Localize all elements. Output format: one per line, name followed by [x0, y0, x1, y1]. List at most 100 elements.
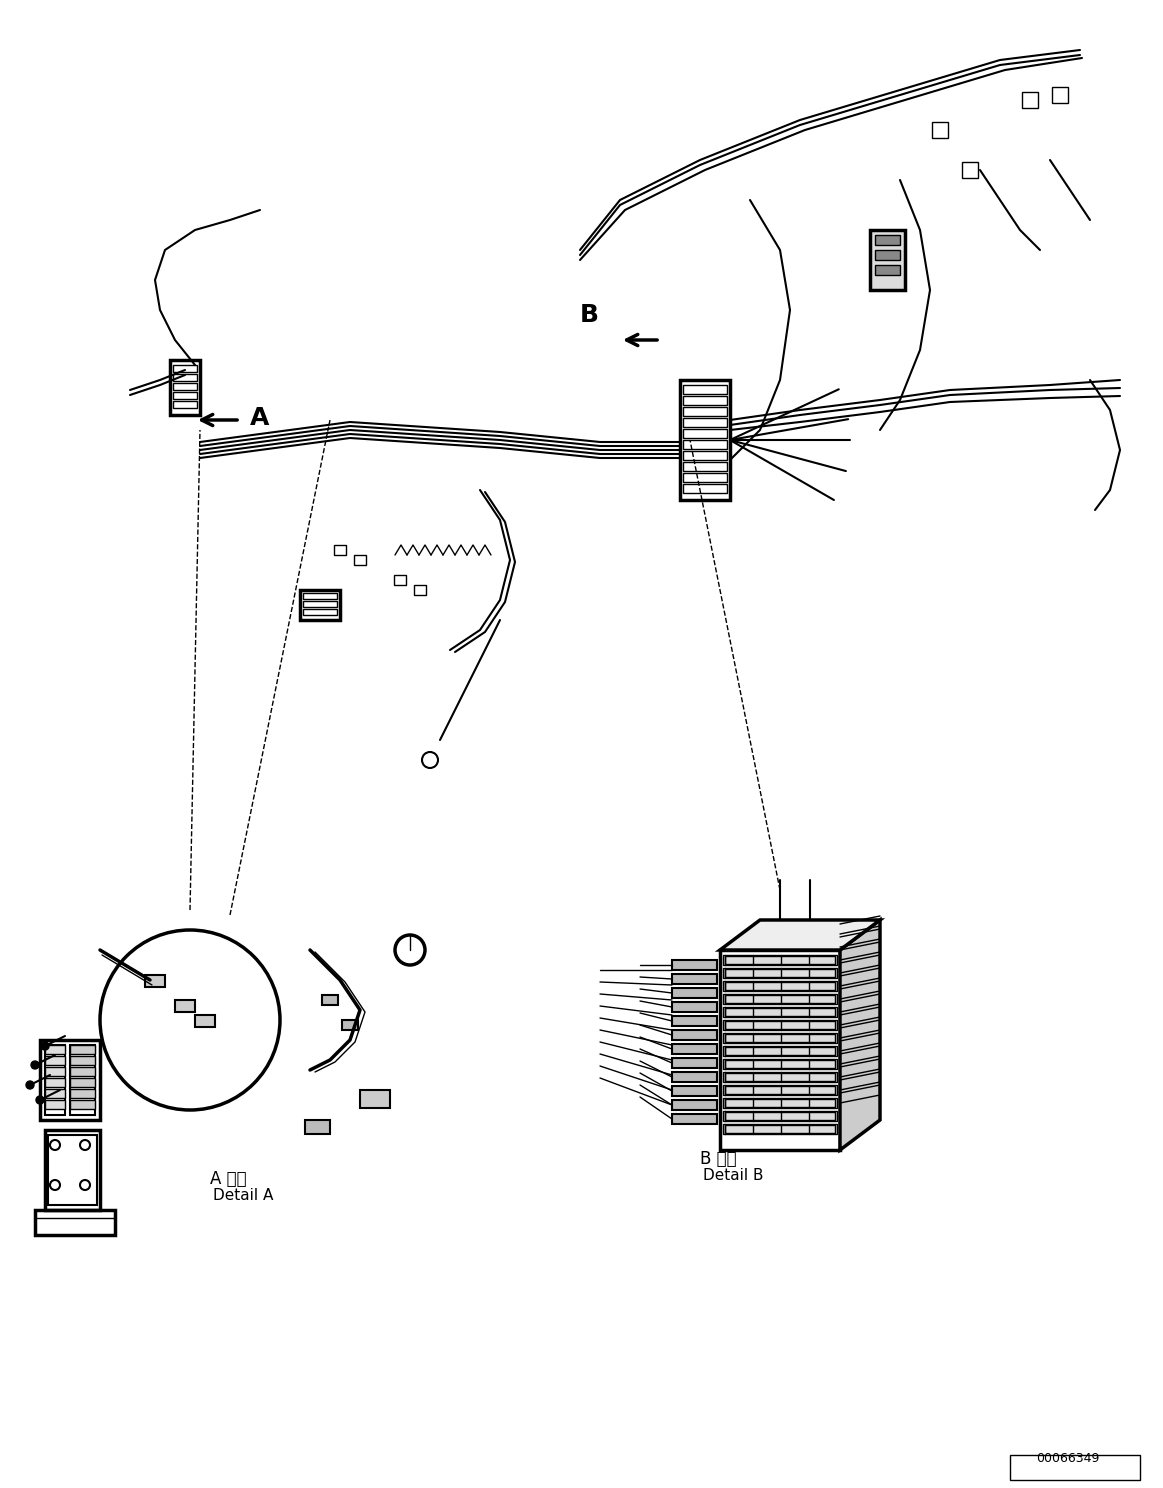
Bar [725, 1021, 835, 1030]
Bar [725, 982, 835, 990]
Bar [725, 1007, 835, 1016]
Bar [414, 585, 426, 595]
Bar [875, 235, 900, 246]
Bar [723, 1098, 837, 1109]
Bar [672, 1115, 718, 1123]
Bar [683, 473, 727, 482]
Bar [672, 1001, 718, 1012]
Bar [70, 1045, 95, 1054]
Circle shape [26, 1080, 34, 1089]
Bar [1053, 86, 1068, 103]
Bar [725, 1112, 835, 1120]
Bar [723, 1112, 837, 1120]
Text: A 詳細: A 詳細 [211, 1170, 247, 1187]
Bar [322, 995, 338, 1004]
Bar [672, 1100, 718, 1110]
Bar [45, 1045, 65, 1054]
Bar [723, 1059, 837, 1068]
Bar [672, 960, 718, 970]
Text: B: B [580, 304, 599, 327]
Bar [173, 365, 197, 372]
Bar [361, 1091, 390, 1109]
Bar [723, 969, 837, 978]
Bar [723, 1007, 837, 1016]
Bar [40, 1040, 100, 1120]
Text: Detail A: Detail A [213, 1187, 273, 1202]
Text: Detail B: Detail B [702, 1168, 763, 1183]
Bar [48, 1135, 97, 1205]
Bar [683, 408, 727, 417]
Bar [683, 484, 727, 493]
Text: A: A [250, 406, 270, 430]
Bar [300, 591, 340, 620]
Bar [70, 1056, 95, 1065]
Bar [725, 1100, 835, 1107]
Bar [304, 609, 337, 615]
Circle shape [36, 1097, 44, 1104]
Bar [1022, 92, 1039, 109]
Bar [683, 396, 727, 405]
Bar [354, 555, 366, 565]
Bar [35, 1210, 115, 1235]
Bar [70, 1100, 95, 1109]
Text: 00066349: 00066349 [1036, 1452, 1100, 1466]
Bar [725, 1073, 835, 1080]
Bar [70, 1089, 95, 1098]
Bar [725, 1086, 835, 1094]
Bar [173, 382, 197, 390]
Bar [394, 574, 406, 585]
Bar [932, 122, 948, 138]
Bar [70, 1067, 95, 1076]
Circle shape [41, 1042, 49, 1051]
Polygon shape [840, 920, 880, 1150]
Bar [723, 1033, 837, 1043]
Bar [672, 1016, 718, 1027]
Bar [723, 1046, 837, 1056]
Bar [170, 360, 200, 415]
Bar [45, 1067, 65, 1076]
Bar [725, 1125, 835, 1132]
Bar [672, 1045, 718, 1054]
Bar [683, 461, 727, 472]
Bar [725, 1059, 835, 1068]
Bar [725, 1048, 835, 1055]
Bar [672, 975, 718, 984]
Bar [962, 162, 978, 179]
Bar [304, 594, 337, 600]
Bar [70, 1077, 95, 1088]
Bar [173, 400, 197, 408]
Bar [342, 1019, 358, 1030]
Bar [725, 995, 835, 1003]
Bar [672, 1071, 718, 1082]
Bar [683, 385, 727, 394]
Bar [723, 955, 837, 966]
Polygon shape [720, 920, 880, 949]
Bar [683, 418, 727, 427]
Bar [195, 1015, 215, 1027]
Bar [45, 1056, 65, 1065]
Bar [875, 265, 900, 275]
Bar [723, 1071, 837, 1082]
Bar [672, 1030, 718, 1040]
Bar [70, 1045, 95, 1115]
Bar [174, 1000, 195, 1012]
Bar [304, 601, 337, 607]
Bar [1009, 1455, 1140, 1481]
Bar [683, 440, 727, 449]
Bar [723, 994, 837, 1004]
Bar [45, 1089, 65, 1098]
Bar [725, 955, 835, 964]
Bar [672, 1086, 718, 1097]
Bar [680, 379, 730, 500]
Bar [45, 1100, 65, 1109]
Bar [45, 1129, 100, 1210]
Bar [672, 1058, 718, 1068]
Bar [875, 250, 900, 260]
Bar [683, 429, 727, 437]
Bar [725, 969, 835, 978]
Circle shape [31, 1061, 40, 1068]
Bar [173, 391, 197, 399]
Bar [723, 981, 837, 991]
Bar [870, 231, 905, 290]
Bar [672, 988, 718, 998]
